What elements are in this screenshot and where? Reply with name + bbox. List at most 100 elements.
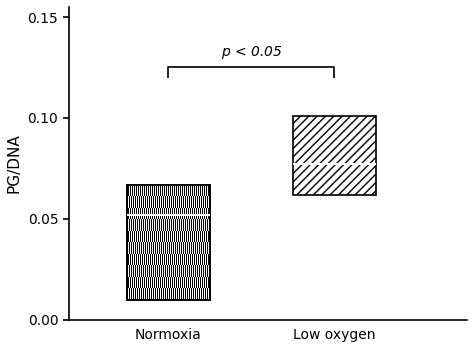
Bar — [195, 196, 196, 208]
Bar — [200, 185, 201, 196]
Bar — [198, 276, 199, 288]
Bar — [141, 196, 142, 208]
Bar — [181, 219, 182, 231]
Bar — [133, 242, 134, 253]
Bar — [151, 288, 152, 299]
Bar — [127, 265, 128, 276]
Bar — [143, 242, 144, 253]
Bar — [134, 185, 135, 196]
Bar — [206, 253, 207, 265]
Bar — [169, 265, 170, 276]
Bar — [155, 265, 156, 276]
Bar — [185, 288, 186, 299]
Bar — [177, 288, 178, 299]
Bar — [131, 265, 132, 276]
Bar — [175, 265, 176, 276]
Bar — [130, 208, 131, 219]
Bar — [161, 219, 162, 231]
Bar — [140, 276, 141, 288]
Bar — [168, 231, 169, 242]
Bar — [131, 288, 132, 299]
Bar — [149, 196, 150, 208]
Bar — [143, 219, 144, 231]
Bar — [194, 253, 195, 265]
Bar — [192, 276, 193, 288]
Bar — [175, 242, 176, 253]
Bar — [141, 265, 142, 276]
Bar — [138, 276, 139, 288]
Bar — [155, 288, 156, 299]
Bar — [139, 196, 140, 208]
Bar — [130, 185, 131, 196]
Bar — [149, 288, 150, 299]
Bar — [151, 196, 152, 208]
Bar — [190, 208, 191, 219]
Bar — [154, 208, 155, 219]
Bar — [201, 196, 202, 208]
Bar — [202, 208, 203, 219]
Bar — [176, 185, 177, 196]
Bar — [138, 208, 139, 219]
Bar — [191, 288, 192, 299]
Bar — [130, 231, 131, 242]
Bar — [173, 219, 174, 231]
Bar — [195, 242, 196, 253]
Bar — [142, 276, 143, 288]
Bar — [152, 208, 153, 219]
Bar — [184, 231, 185, 242]
Bar — [191, 219, 192, 231]
Bar — [166, 276, 167, 288]
Bar — [187, 288, 188, 299]
Bar — [134, 253, 135, 265]
Bar — [183, 219, 184, 231]
Bar — [176, 253, 177, 265]
Bar — [143, 196, 144, 208]
Bar — [142, 185, 143, 196]
Bar — [179, 196, 180, 208]
Bar — [134, 276, 135, 288]
Bar — [195, 288, 196, 299]
Bar — [135, 242, 136, 253]
Bar — [202, 276, 203, 288]
Bar — [201, 219, 202, 231]
Bar — [129, 265, 130, 276]
Bar — [155, 242, 156, 253]
Bar — [130, 253, 131, 265]
Bar — [169, 196, 170, 208]
Bar — [173, 265, 174, 276]
Bar — [139, 265, 140, 276]
Bar — [158, 185, 159, 196]
Bar — [180, 185, 181, 196]
Bar — [174, 185, 175, 196]
Bar — [178, 231, 179, 242]
Bar — [152, 185, 153, 196]
Bar — [167, 288, 168, 299]
Bar — [178, 276, 179, 288]
Bar — [141, 219, 142, 231]
Bar — [201, 288, 202, 299]
Bar — [192, 208, 193, 219]
Bar — [193, 265, 194, 276]
Bar — [139, 219, 140, 231]
Bar — [146, 231, 147, 242]
Bar — [172, 208, 173, 219]
Bar — [197, 265, 198, 276]
Bar — [162, 276, 163, 288]
Bar — [185, 265, 186, 276]
Bar — [127, 219, 128, 231]
Bar — [198, 185, 199, 196]
Bar — [199, 265, 200, 276]
Bar — [145, 196, 146, 208]
Bar — [208, 185, 209, 196]
Bar — [203, 196, 204, 208]
Bar — [166, 185, 167, 196]
Bar — [165, 219, 166, 231]
Bar — [171, 242, 172, 253]
Bar — [182, 231, 183, 242]
Bar — [207, 196, 208, 208]
Bar — [195, 219, 196, 231]
Bar — [169, 242, 170, 253]
Bar — [208, 231, 209, 242]
Bar — [196, 208, 197, 219]
Bar — [188, 253, 189, 265]
